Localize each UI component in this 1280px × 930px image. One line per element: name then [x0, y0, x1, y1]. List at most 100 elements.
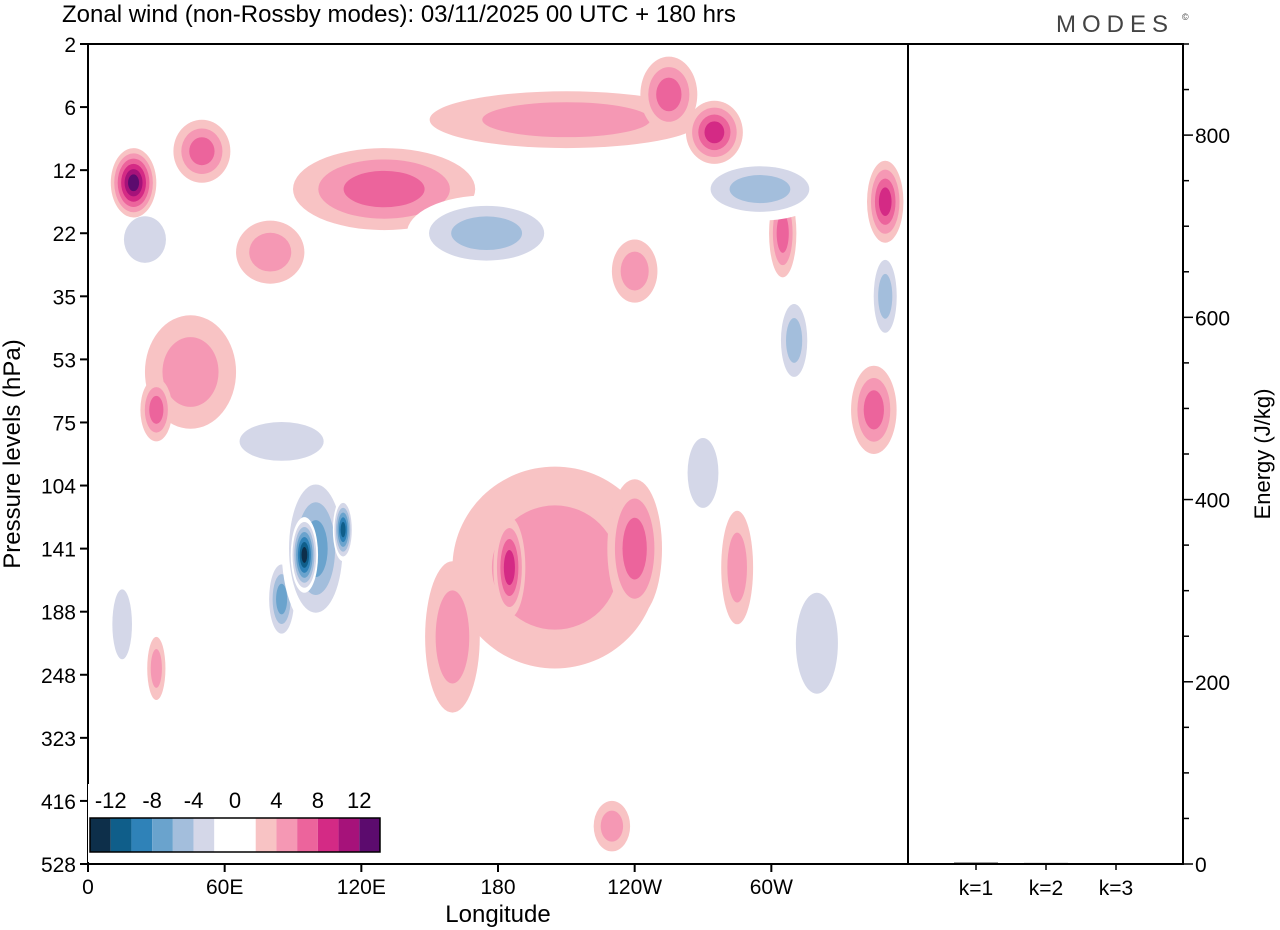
y-tick-label: 2 — [64, 34, 76, 57]
brand-mark: © — [1182, 12, 1189, 22]
x-tick-label: 60E — [206, 876, 243, 899]
contour-blob — [620, 251, 649, 291]
legend-label: -12 — [95, 788, 127, 813]
contour-blob — [729, 175, 791, 204]
x-tick-label: 180 — [480, 876, 515, 899]
energy-plot-frame — [907, 43, 1184, 865]
contour-blob — [276, 583, 288, 615]
brand-text: MODES — [1056, 11, 1174, 38]
legend-label: 0 — [229, 788, 241, 813]
energy-bars: k=1 k=2 k=3 — [954, 862, 1138, 900]
contour-blob — [491, 505, 619, 630]
modes-logo: MODES © — [1056, 11, 1189, 38]
y-tick-label: 416 — [41, 791, 76, 814]
energy-bar — [1094, 863, 1138, 865]
contour-blob — [149, 395, 164, 424]
energy-bar — [954, 862, 998, 864]
contour-blob — [189, 137, 215, 166]
energy-tick-label: 0 — [1195, 854, 1207, 877]
longitude-axis: 0 60E 120E 180 120W 60W — [82, 864, 793, 899]
x-tick-label: 60W — [750, 876, 793, 899]
energy-tick-label: 800 — [1195, 125, 1230, 148]
pressure-axis: 2 6 12 22 35 53 75 104 141 188 248 323 416 528 — [41, 34, 88, 877]
energy-bar — [1024, 862, 1068, 864]
legend-label: 8 — [312, 788, 324, 813]
y-tick-label: 323 — [41, 728, 76, 751]
contour-blob — [776, 213, 789, 253]
energy-tick-label: 200 — [1195, 672, 1230, 695]
legend-swatch — [193, 818, 215, 852]
y-tick-label: 53 — [53, 349, 76, 372]
legend-swatch — [131, 818, 153, 852]
contour-blob — [112, 589, 132, 660]
y-tick-label: 188 — [41, 602, 76, 625]
contour-blob — [878, 187, 892, 216]
legend-swatch — [110, 818, 132, 852]
legend-label: -4 — [184, 788, 204, 813]
y-tick-label: 12 — [53, 160, 76, 183]
y-tick-label: 22 — [53, 223, 76, 246]
energy-tick-label: 400 — [1195, 490, 1230, 513]
x-tick-label: 120W — [607, 876, 662, 899]
contour-blob — [123, 216, 166, 263]
y-tick-label: 6 — [64, 97, 76, 120]
contour-blob — [727, 532, 747, 603]
contour-blob — [622, 517, 647, 580]
contour-blob — [600, 810, 624, 842]
legend-label: 12 — [347, 788, 371, 813]
legend-label: 4 — [270, 788, 282, 813]
bar-category-label: k=3 — [1099, 877, 1133, 900]
legend-swatch — [214, 818, 235, 852]
legend-swatch — [255, 818, 277, 852]
y-tick-label: 35 — [53, 286, 76, 309]
contour-blob — [162, 337, 219, 407]
contour-field — [106, 56, 904, 852]
contour-blob — [786, 318, 803, 363]
legend-swatch — [359, 818, 380, 852]
x-axis-label: Longitude — [445, 901, 550, 928]
contour-blob — [863, 390, 884, 430]
energy-axis-label: Energy (J/kg) — [1250, 389, 1275, 520]
legend-frame — [89, 817, 381, 853]
chart-title: Zonal wind (non-Rossby modes): 03/11/202… — [62, 1, 736, 28]
bar-category-label: k=1 — [959, 877, 993, 900]
y-tick-label: 248 — [41, 665, 76, 688]
contour-blob — [150, 649, 162, 688]
energy-axis: 0 200 400 600 800 — [1183, 43, 1230, 877]
y-tick-label: 141 — [41, 539, 76, 562]
legend-swatch — [152, 818, 173, 852]
legend-label: -8 — [142, 788, 162, 813]
legend-swatch — [90, 818, 111, 852]
x-tick-label: 120E — [337, 876, 386, 899]
contour-blob — [301, 546, 308, 563]
legend-swatch — [172, 818, 194, 852]
contour-blob — [249, 232, 292, 272]
bar-category-label: k=2 — [1029, 877, 1063, 900]
contour-blob — [503, 549, 515, 586]
contour-blob — [239, 421, 324, 461]
y-tick-label: 75 — [53, 412, 76, 435]
contour-blob — [656, 77, 682, 112]
legend-swatch — [338, 818, 360, 852]
x-tick-label: 0 — [82, 876, 94, 899]
energy-tick-label: 600 — [1195, 307, 1230, 330]
contour-blob — [795, 592, 838, 694]
y-tick-label: 528 — [41, 854, 76, 877]
color-legend: -12 -8 -4 0 4 8 12 — [88, 784, 384, 862]
y-axis-label: Pressure levels (hPa) — [0, 339, 26, 568]
contour-blob — [482, 102, 651, 138]
contour-blob — [687, 437, 719, 508]
contour-blob — [128, 174, 140, 192]
y-tick-label: 104 — [41, 476, 76, 499]
contour-blob — [451, 216, 523, 251]
contour-blob — [343, 170, 425, 208]
contour-blob — [704, 121, 725, 144]
legend-swatch — [297, 818, 318, 852]
legend-swatch — [317, 818, 339, 852]
contour-blob — [878, 273, 893, 319]
contour-blob — [340, 522, 346, 538]
contour-blob — [435, 590, 470, 684]
legend-swatch — [235, 818, 256, 852]
legend-swatch — [276, 818, 298, 852]
